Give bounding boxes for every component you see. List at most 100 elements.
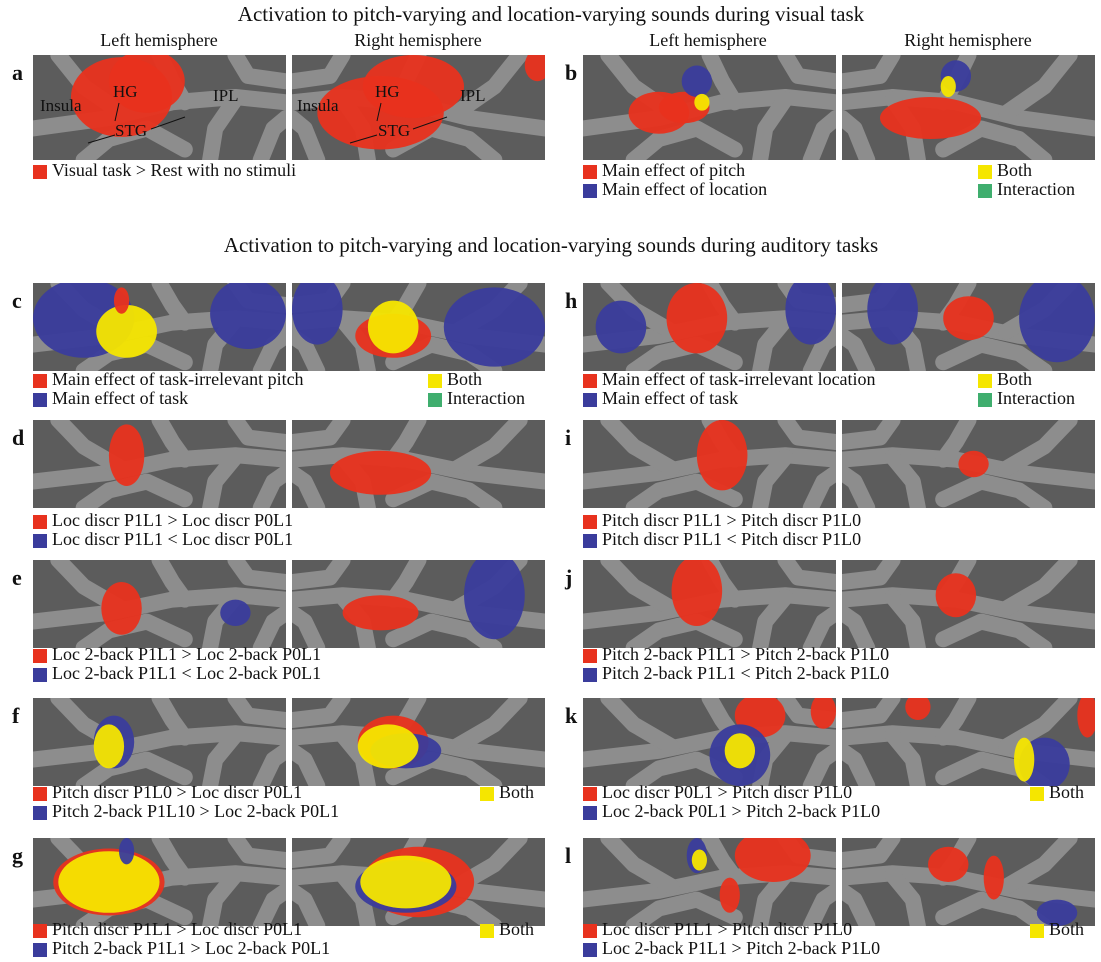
gyrus [292,604,326,648]
gyrus [151,420,193,468]
panel-letter: c [12,288,22,313]
activation-blob [671,560,723,626]
activation-blob [210,283,286,349]
activation-blob [292,283,343,345]
activation-blob [108,55,185,113]
activation-blob [108,424,145,487]
gyrus [600,420,680,477]
activation-blob [681,65,713,97]
gyrus [583,587,836,630]
gyrus [292,698,351,728]
gyrus [935,420,977,468]
legend-swatch [33,806,47,820]
gyrus [227,55,286,90]
region-label: HG [375,82,400,101]
gyrus [448,698,528,755]
gyrus [884,727,926,786]
gyrus [385,473,503,508]
brain-surface [842,55,1095,160]
legend-swatch [33,534,47,548]
brain-surface [292,420,545,508]
activation-blob [1014,737,1035,782]
activation-blob [113,287,130,314]
legend-swatch [33,668,47,682]
legend-swatch [978,374,992,388]
region-line [87,134,116,144]
legend-label: Main effect of task-irrelevant location [602,369,876,389]
gyrus [625,613,743,648]
legend-swatch [978,184,992,198]
activation-blob [666,283,728,354]
legend-label: Loc discr P1L1 > Pitch discr P1L0 [602,919,852,939]
activation-blob [943,296,994,341]
gyrus [227,560,286,590]
brain-surface [292,838,545,926]
region-label: IPL [460,86,486,105]
gyrus [227,838,286,868]
brain-surface [33,420,286,508]
legend-swatch [583,649,597,663]
activation-blob [785,283,836,345]
panel-letter: j [564,565,572,590]
panel-letter: d [12,425,24,450]
region-line [376,102,382,122]
panel-letter: h [565,288,577,313]
legend-swatch [33,374,47,388]
brain-surface [842,838,1095,926]
gyrus [202,867,244,926]
gyrus [802,327,836,371]
gyrus [252,110,286,160]
gyrus [752,449,794,508]
activation-blob [220,599,251,626]
region-line [150,116,186,130]
gyrus [252,604,286,648]
activation-blob [734,838,811,882]
legend-label: Main effect of task [52,388,188,408]
gyrus [292,327,326,371]
brain-surface [583,838,836,926]
brain-surface [292,560,545,648]
gyrus [777,55,836,90]
legend-label: Pitch 2-back P1L1 > Loc 2-back P0L1 [52,938,330,958]
brain-surface [292,55,545,160]
brain-surface [33,560,286,648]
gyrus [334,727,376,786]
legend-swatch [583,165,597,179]
activation-blob [694,93,710,111]
gyrus [884,449,926,508]
brain-surface [292,283,545,371]
gyrus [292,882,326,926]
legend-label: Loc discr P0L1 > Pitch discr P1L0 [602,782,852,802]
legend-label: Pitch discr P1L1 > Loc discr P0L1 [52,919,302,939]
region-label: IPL [213,86,239,105]
activation-blob [1019,283,1095,363]
legend-label: Main effect of location [602,179,767,199]
activation-blob [367,300,419,354]
legend-swatch [33,787,47,801]
activation-blob [360,855,452,909]
gyrus [292,110,326,160]
gyrus [227,420,286,450]
legend-label: Main effect of pitch [602,160,745,180]
legend-swatch [583,515,597,529]
brain-surface [33,698,286,786]
activation-blob [101,582,142,635]
legend-swatch [583,943,597,957]
legend-swatch [33,165,47,179]
gyrus [202,727,244,786]
brain-surface [33,838,286,926]
panel-letter: g [12,843,23,868]
region-label: STG [115,121,147,140]
legend-label: Both [447,369,482,389]
activation-blob [93,724,125,769]
region-label: Insula [297,96,339,115]
gyrus [842,447,1095,490]
legend-swatch [428,393,442,407]
legend-swatch [978,165,992,179]
gyrus [802,110,836,160]
legend-label: Both [997,160,1032,180]
brain-surface [33,55,286,160]
gyrus [252,327,286,371]
gyrus [292,464,326,508]
